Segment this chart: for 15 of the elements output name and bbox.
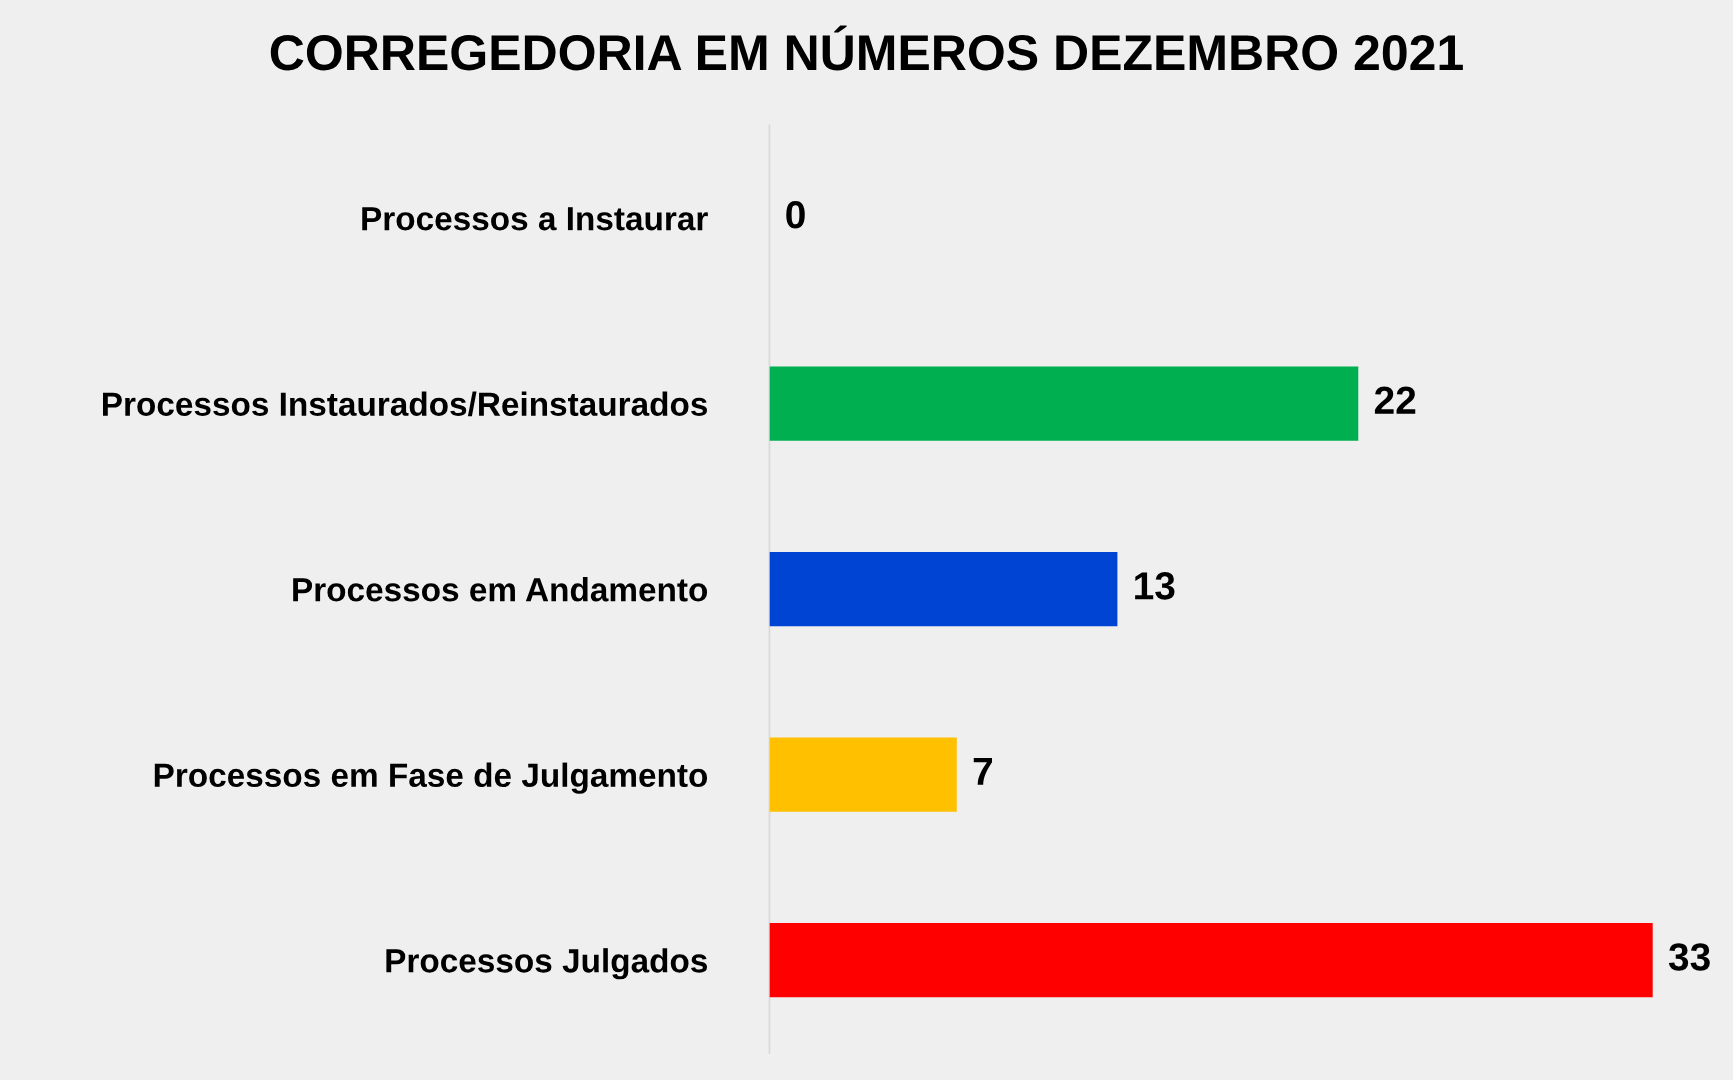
data-label: 0: [786, 200, 805, 229]
bar: [769, 552, 1118, 627]
bar: [769, 737, 957, 812]
data-label: 33: [1668, 943, 1710, 971]
y-tick-label: Processos a Instaurar: [362, 207, 708, 231]
bar: [769, 366, 1359, 441]
data-label: 22: [1374, 386, 1416, 414]
bar: [769, 923, 1653, 998]
y-tick-label: Processos Instaurados/Reinstaurados: [103, 391, 708, 417]
chart-title: CORREGEDORIA EM NÚMEROS DEZEMBRO 2021: [270, 25, 1463, 71]
data-label: 7: [973, 757, 992, 785]
y-tick-label: Processos em Fase de Julgamento: [154, 762, 708, 794]
y-tick-label: Processos em Andamento: [293, 577, 708, 602]
data-label: 13: [1135, 572, 1175, 600]
y-tick-label: Processos Julgados: [386, 948, 707, 980]
